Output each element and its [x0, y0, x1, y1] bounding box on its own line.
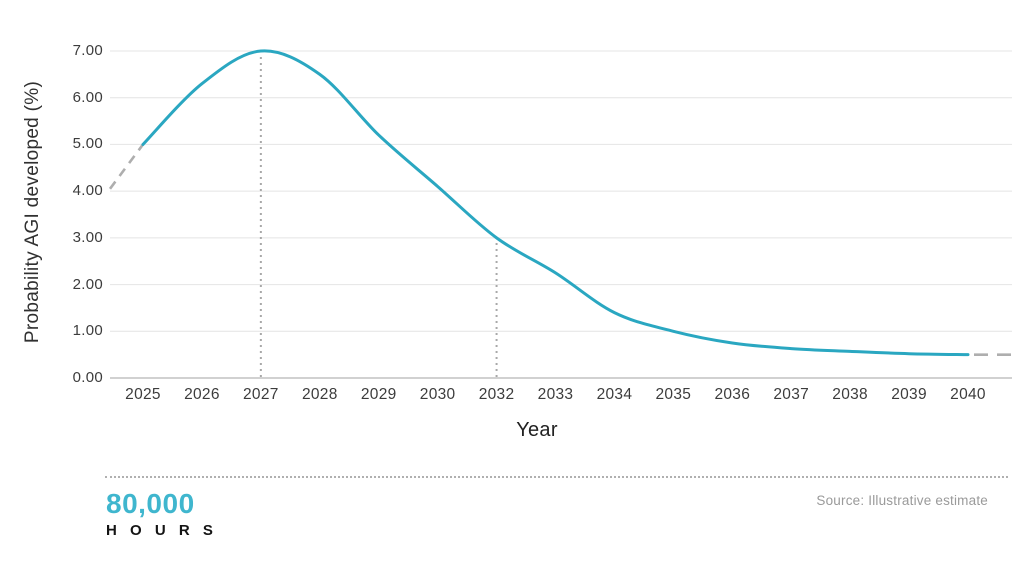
x-tick-label-2032: 2032: [478, 386, 515, 403]
x-tick-label-2033: 2033: [537, 386, 574, 403]
x-tick-label-2025: 2025: [125, 386, 161, 403]
y-tick-label-2.00: 2.00: [72, 275, 103, 293]
x-tick-label-2028: 2028: [301, 386, 338, 403]
eighty-thousand-hours-logo: 80,000 H O U R S: [106, 488, 218, 540]
y-axis-title: Probability AGI developed (%): [22, 80, 43, 344]
x-tick-label-2036: 2036: [714, 386, 751, 403]
y-tick-label-3.00: 3.00: [72, 228, 103, 246]
y-tick-label-6.00: 6.00: [72, 88, 103, 106]
chart-canvas: [108, 49, 1012, 379]
x-tick-label-2029: 2029: [360, 386, 397, 403]
x-tick-label-2037: 2037: [773, 386, 810, 403]
x-tick-label-2027: 2027: [243, 386, 279, 403]
logo-hours-text: H O U R S: [106, 522, 218, 539]
x-tick-label-2038: 2038: [832, 386, 868, 403]
x-axis-title: Year: [516, 419, 558, 441]
x-tick-label-2040: 2040: [950, 386, 986, 403]
x-tick-label-2026: 2026: [184, 386, 220, 403]
x-tick-label-2039: 2039: [891, 386, 927, 403]
source-caption: Source: Illustrative estimate: [816, 493, 988, 508]
dashed-curve-start: [108, 143, 145, 190]
y-tick-label-0.00: 0.00: [72, 369, 103, 386]
x-tick-label-2035: 2035: [655, 386, 692, 403]
footer-separator: [105, 476, 1008, 478]
probability-curve: [141, 49, 970, 357]
x-tick-label-2030: 2030: [419, 386, 456, 403]
y-tick-label-4.00: 4.00: [72, 182, 103, 200]
y-tick-label-5.00: 5.00: [72, 135, 103, 153]
logo-80000-text: 80,000: [106, 488, 195, 519]
y-tick-label-1.00: 1.00: [72, 322, 103, 340]
x-tick-label-2034: 2034: [596, 386, 633, 403]
y-tick-label-7.00: 7.00: [72, 42, 103, 59]
